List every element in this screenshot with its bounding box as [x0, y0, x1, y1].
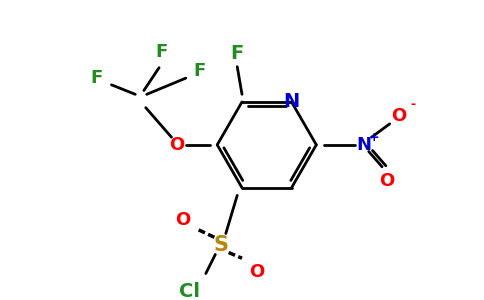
Text: O: O	[391, 107, 406, 125]
Text: F: F	[156, 44, 168, 62]
Text: O: O	[379, 172, 394, 190]
Text: O: O	[250, 262, 265, 280]
Text: Cl: Cl	[179, 282, 200, 300]
Text: -: -	[410, 98, 415, 111]
Text: N: N	[284, 92, 300, 111]
Text: S: S	[213, 235, 228, 255]
Text: N: N	[356, 136, 371, 154]
Text: F: F	[193, 62, 205, 80]
Text: O: O	[169, 136, 185, 154]
Text: O: O	[175, 211, 191, 229]
Text: +: +	[368, 131, 379, 144]
Text: F: F	[90, 69, 102, 87]
Text: F: F	[230, 44, 244, 63]
